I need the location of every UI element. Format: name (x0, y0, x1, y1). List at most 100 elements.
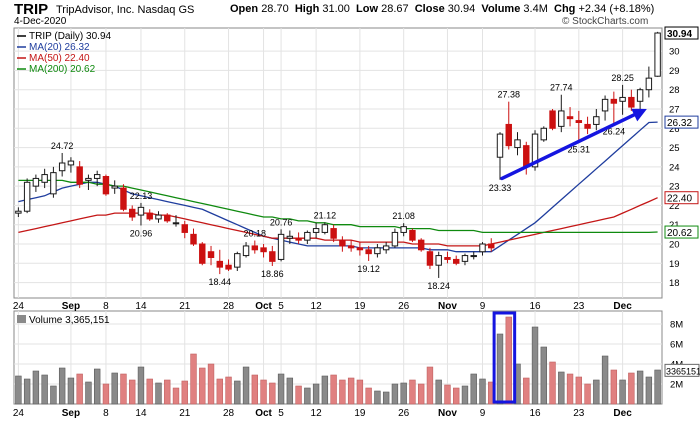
volume-bar (347, 377, 355, 405)
price-label: 21.08 (392, 211, 415, 221)
volume-axis-tick-label: 6M (670, 340, 683, 351)
volume-legend-swatch (17, 315, 26, 323)
volume-x-tick-label: 21 (179, 408, 191, 419)
candle-body (190, 233, 197, 245)
low-label: Low (356, 3, 379, 15)
change-label: Chg (554, 3, 576, 15)
open-value: 28.70 (261, 3, 289, 15)
volume-bar (234, 380, 241, 405)
candle-body (523, 145, 530, 168)
volume-bar (190, 353, 197, 405)
volume-bar (435, 379, 442, 405)
price-x-tick-label: 26 (398, 301, 410, 312)
legend-entry: MA(50) 22.40 (29, 53, 90, 64)
price-axis-tick-label: 28 (669, 85, 680, 96)
ohlc-summary: Open 28.70 High 31.00 Low 28.67 Close 30… (230, 3, 654, 15)
price-axis-tick-label: 29 (669, 66, 680, 77)
volume-bar (417, 383, 425, 405)
high-value: 31.00 (322, 3, 350, 15)
volume-bar (619, 379, 626, 405)
volume-bar (645, 376, 653, 405)
candle-body (93, 174, 101, 179)
volume-axis-tick-label: 2M (670, 380, 683, 391)
volume-bar (584, 383, 591, 405)
candle-body (461, 255, 469, 262)
candle-body (435, 255, 442, 266)
ma-line-ma200 (18, 179, 658, 234)
candle-body (120, 187, 127, 210)
volume-bar (628, 372, 635, 405)
volume-bar (58, 367, 66, 405)
close-value: 30.94 (447, 3, 476, 15)
ticker-symbol: TRIP (14, 1, 49, 18)
candle-body (286, 235, 294, 239)
candle-body (181, 224, 188, 233)
trend-arrow-line (500, 110, 641, 181)
volume-x-tick-label: 28 (223, 408, 235, 419)
candle-body (146, 212, 153, 220)
volume-x-tick-label: 16 (529, 408, 541, 419)
volume-badge (664, 363, 700, 377)
volume-x-tick-label: Oct (255, 408, 272, 419)
volume-bar (269, 382, 276, 405)
volume-bar (41, 374, 48, 405)
price-axis-tick-label: 19 (669, 259, 680, 270)
volume-bar (312, 383, 320, 405)
volume-x-tick-label: 26 (398, 408, 410, 419)
price-badge-text: 30.94 (667, 29, 692, 40)
volume-bar (558, 371, 565, 405)
price-label: 26.24 (603, 127, 626, 137)
volume-bar (453, 387, 460, 405)
candle-body (558, 110, 565, 127)
candle-body (391, 231, 399, 247)
volume-bar (636, 370, 644, 405)
volume-bar (593, 379, 600, 405)
candle-body (382, 245, 390, 251)
candle-body (102, 176, 110, 195)
candle-body (155, 214, 162, 220)
candle-body (566, 116, 574, 120)
price-label: 19.12 (357, 264, 380, 274)
chart-date: 4-Dec-2020 (14, 16, 67, 27)
candle-body (172, 222, 180, 225)
volume-bar (164, 379, 171, 405)
price-x-tick-label: 12 (311, 301, 323, 312)
legend-entry: MA(200) 20.62 (29, 64, 96, 75)
source-credit: © StockCharts.com (562, 16, 649, 27)
volume-bar (32, 370, 40, 405)
candle-body (444, 257, 451, 260)
volume-bar (575, 376, 583, 405)
volume-bar (76, 373, 83, 405)
price-x-tick-label: Dec (613, 301, 632, 312)
volume-bar (505, 316, 512, 405)
open-label: Open (230, 3, 259, 15)
price-x-tick-label: 23 (573, 301, 585, 312)
volume-bar (610, 369, 618, 405)
volume-axis-tick-label: 8M (670, 320, 683, 331)
candle-body (207, 251, 215, 258)
volume-x-tick-label: 24 (13, 408, 25, 419)
candle-body (531, 133, 539, 168)
candle-body (628, 96, 635, 108)
candle-body (129, 208, 136, 218)
volume-label: Volume (481, 3, 521, 15)
price-panel-frame (13, 27, 663, 299)
volume-bar (549, 361, 556, 405)
candle-body (260, 247, 267, 253)
price-badge-text: 20.62 (667, 228, 692, 239)
volume-bar (523, 377, 530, 405)
volume-bar (654, 369, 661, 405)
candle-body (67, 160, 75, 166)
legend-entry: TRIP (Daily) 30.94 (29, 31, 112, 42)
volume-bar (400, 382, 407, 405)
volume-bar (199, 367, 206, 405)
volume-bar (93, 368, 101, 405)
volume-bar (444, 384, 451, 405)
candle-body (400, 226, 407, 233)
price-axis-tick-label: 18 (669, 278, 680, 289)
price-badge (664, 115, 699, 129)
volume-bar (540, 346, 547, 405)
price-x-tick-label: 21 (179, 301, 191, 312)
candle-body (164, 214, 171, 222)
volume-x-tick-label: 8 (103, 408, 109, 419)
